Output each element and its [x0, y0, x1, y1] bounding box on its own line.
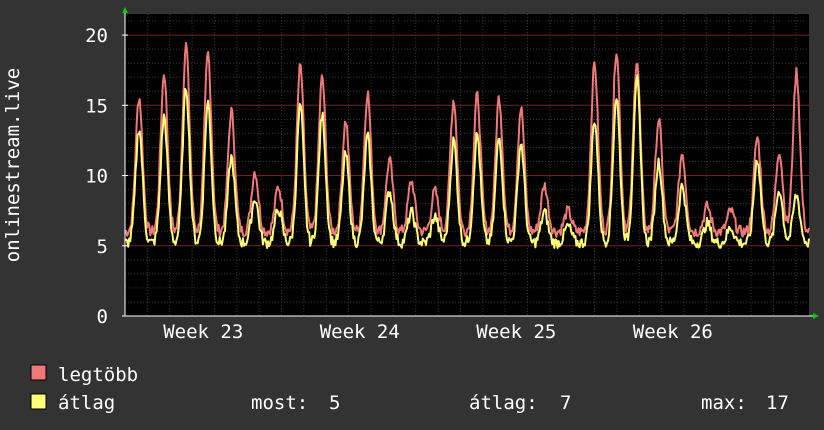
x-tick-label: Week 25 — [476, 321, 556, 343]
stat-max-value: 17 — [766, 392, 789, 414]
x-tick-label: Week 26 — [633, 321, 713, 343]
x-tick-labels: Week 23 Week 24 Week 25 Week 26 — [163, 321, 713, 343]
stat-atlag-label: átlag: — [469, 392, 538, 414]
legend-label-atlag: átlag — [58, 392, 115, 414]
y-tick-label: 10 — [85, 166, 108, 188]
stat-most-value: 5 — [329, 392, 340, 414]
legend-swatch-atlag — [30, 393, 47, 410]
y-tick-labels: 0 5 10 15 20 — [85, 25, 128, 328]
y-tick-label: 20 — [85, 25, 108, 47]
legend-label-legtobb: legtöbb — [58, 364, 138, 386]
legend-swatch-legtobb — [30, 364, 47, 381]
stat-max-label: max: — [701, 392, 747, 414]
series-layer — [124, 41, 810, 249]
y-tick-label: 5 — [97, 236, 108, 258]
x-axis-arrow — [813, 313, 819, 319]
y-tick-label: 15 — [85, 95, 108, 117]
x-tick-label: Week 23 — [163, 321, 243, 343]
grid-lines — [124, 14, 809, 316]
stat-atlag-value: 7 — [560, 392, 571, 414]
series-line-atlag — [124, 74, 810, 249]
y-axis-label: onlinestream.live — [2, 68, 24, 262]
x-tick-label: Week 24 — [320, 321, 400, 343]
y-tick-label: 0 — [97, 306, 108, 328]
stat-most-label: most: — [251, 392, 308, 414]
y-axis-arrow — [122, 7, 128, 13]
series-line-legtobb — [124, 41, 810, 238]
plot-area — [125, 14, 809, 316]
